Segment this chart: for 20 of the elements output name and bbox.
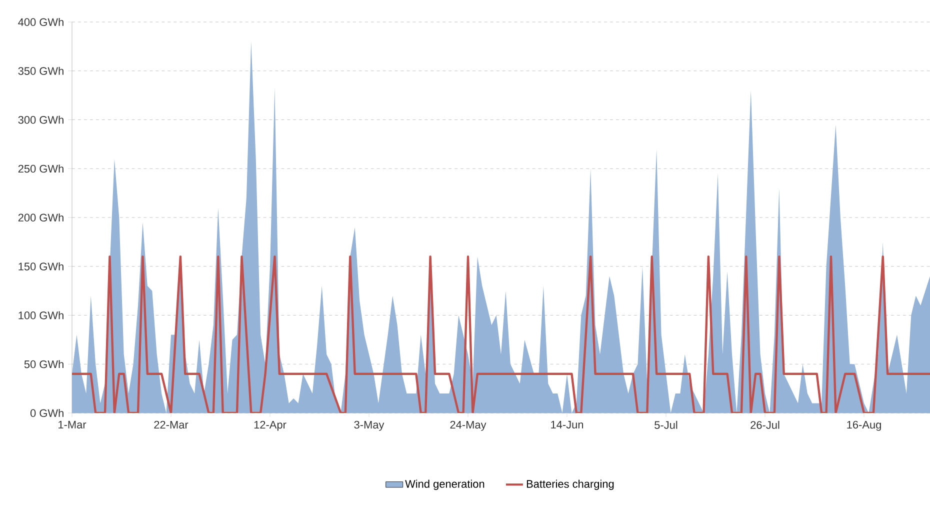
y-tick-label: 350 GWh: [18, 66, 64, 75]
x-tick-label: 26-Jul: [750, 420, 780, 429]
x-tick-label: 12-Apr: [254, 420, 286, 431]
y-tick-label: 400 GWh: [18, 18, 64, 26]
y-tick-label: 300 GWh: [18, 116, 64, 124]
legend-label: Wind generation: [405, 480, 484, 490]
x-tick-label: 22-Mar: [154, 420, 188, 429]
y-tick-label: 200 GWh: [18, 213, 64, 222]
x-tick-label: 14-Jun: [551, 420, 584, 428]
x-tick-label: 1-Mar: [58, 420, 86, 428]
y-tick-label: 0 GWh: [30, 408, 64, 418]
legend-label: Batteries charging: [526, 480, 614, 490]
x-tick-label: 3-May: [354, 420, 384, 431]
x-tick-label: 16-Aug: [847, 420, 881, 431]
y-tick-label: 250 GWh: [18, 164, 64, 173]
x-tick-label: 24-May: [450, 420, 486, 431]
y-tick-label: 100 GWh: [18, 311, 64, 320]
y-tick-label: 50 GWh: [24, 360, 64, 368]
y-tick-label: 150 GWh: [18, 262, 64, 270]
x-tick-label: 5-Jul: [654, 420, 678, 429]
